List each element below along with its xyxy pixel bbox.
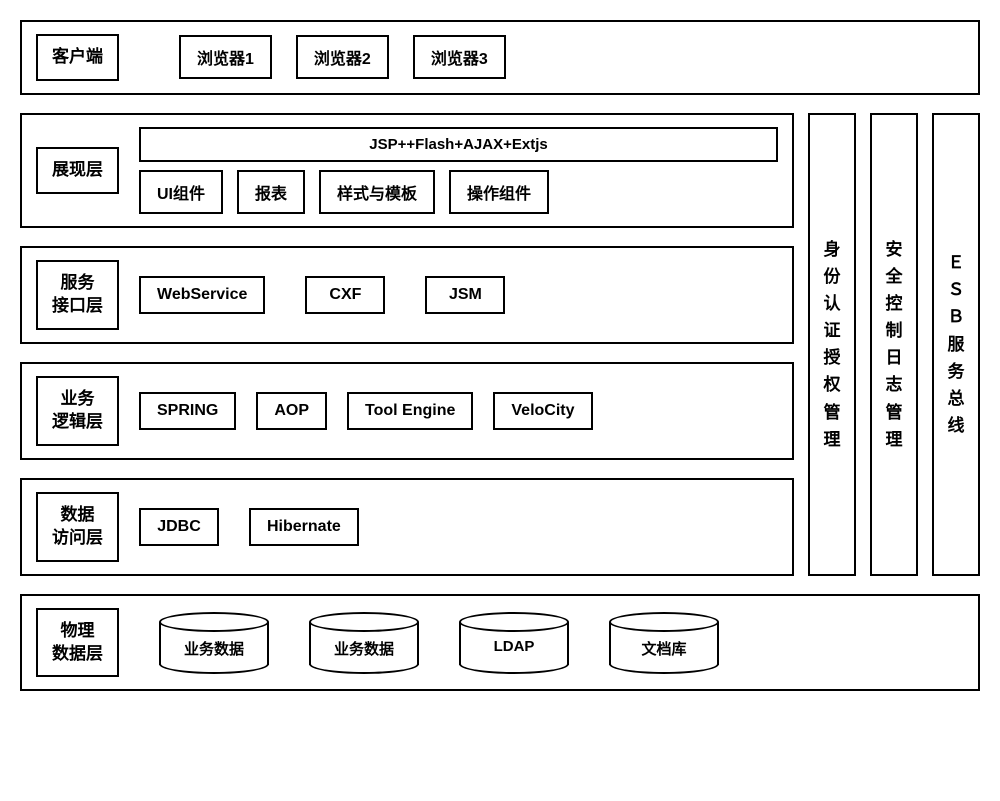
cylinder-label: 文档库 (609, 638, 719, 659)
cylinder-label: LDAP (459, 638, 569, 655)
aop: AOP (256, 392, 327, 430)
pillar-esb-text: ＥＳＢ服务总线 (948, 249, 965, 439)
business-label: 业务 逻辑层 (36, 376, 119, 446)
data-access-items: JDBC Hibernate (139, 508, 359, 546)
presentation-content: JSP++Flash+AJAX+Extjs UI组件 报表 样式与模板 操作组件 (139, 127, 778, 214)
tech-stack-bar: JSP++Flash+AJAX+Extjs (139, 127, 778, 162)
cylinder-ldap: LDAP (459, 612, 569, 674)
label-text: 客户端 (52, 47, 103, 66)
service-layer: 服务 接口层 WebService CXF JSM (20, 246, 794, 344)
spring: SPRING (139, 392, 236, 430)
browser-3: 浏览器3 (413, 35, 506, 79)
jsm: JSM (425, 276, 505, 314)
architecture-diagram: 客户端 浏览器1 浏览器2 浏览器3 展现层 JSP++Flash+AJAX+E… (20, 20, 980, 691)
cylinder-label: 业务数据 (309, 638, 419, 659)
middle-section: 展现层 JSP++Flash+AJAX+Extjs UI组件 报表 样式与模板 … (20, 113, 980, 576)
label-line-2: 逻辑层 (52, 411, 103, 434)
tool-engine: Tool Engine (347, 392, 473, 430)
physical-label: 物理 数据层 (36, 608, 119, 678)
cylinder-doc: 文档库 (609, 612, 719, 674)
client-label: 客户端 (36, 34, 119, 81)
presentation-layer: 展现层 JSP++Flash+AJAX+Extjs UI组件 报表 样式与模板 … (20, 113, 794, 228)
cylinder-biz-data-2: 业务数据 (309, 612, 419, 674)
data-access-label: 数据 访问层 (36, 492, 119, 562)
pillar-security-text: 安全控制日志管理 (886, 236, 903, 454)
label-line-1: 数据 (52, 504, 103, 527)
business-items: SPRING AOP Tool Engine VeloCity (139, 392, 593, 430)
label-line-2: 数据层 (52, 643, 103, 666)
presentation-label: 展现层 (36, 147, 119, 194)
label-line-2: 接口层 (52, 295, 103, 318)
cylinder-biz-data-1: 业务数据 (159, 612, 269, 674)
label-line-1: 业务 (52, 388, 103, 411)
physical-items: 业务数据 业务数据 LDAP 文档库 (159, 612, 719, 674)
pillar-identity-text: 身份认证授权管理 (824, 236, 841, 454)
jdbc: JDBC (139, 508, 219, 546)
hibernate: Hibernate (249, 508, 359, 546)
business-layer: 业务 逻辑层 SPRING AOP Tool Engine VeloCity (20, 362, 794, 460)
style-template: 样式与模板 (319, 170, 435, 214)
cxf: CXF (305, 276, 385, 314)
ui-component: UI组件 (139, 170, 223, 214)
client-layer: 客户端 浏览器1 浏览器2 浏览器3 (20, 20, 980, 95)
label-line-1: 服务 (52, 272, 103, 295)
pillar-identity: 身份认证授权管理 (808, 113, 856, 576)
report: 报表 (237, 170, 305, 214)
pillar-esb: ＥＳＢ服务总线 (932, 113, 980, 576)
service-label: 服务 接口层 (36, 260, 119, 330)
velocity: VeloCity (493, 392, 592, 430)
operation-component: 操作组件 (449, 170, 549, 214)
layers-column: 展现层 JSP++Flash+AJAX+Extjs UI组件 报表 样式与模板 … (20, 113, 794, 576)
browser-2: 浏览器2 (296, 35, 389, 79)
label-text: 展现层 (52, 159, 103, 182)
presentation-items: UI组件 报表 样式与模板 操作组件 (139, 170, 778, 214)
cylinder-label: 业务数据 (159, 638, 269, 659)
service-items: WebService CXF JSM (139, 276, 505, 314)
data-access-layer: 数据 访问层 JDBC Hibernate (20, 478, 794, 576)
browser-1: 浏览器1 (179, 35, 272, 79)
client-items: 浏览器1 浏览器2 浏览器3 (179, 35, 506, 79)
webservice: WebService (139, 276, 265, 314)
pillar-security: 安全控制日志管理 (870, 113, 918, 576)
label-line-2: 访问层 (52, 527, 103, 550)
label-line-1: 物理 (52, 620, 103, 643)
physical-layer: 物理 数据层 业务数据 业务数据 LDAP (20, 594, 980, 692)
